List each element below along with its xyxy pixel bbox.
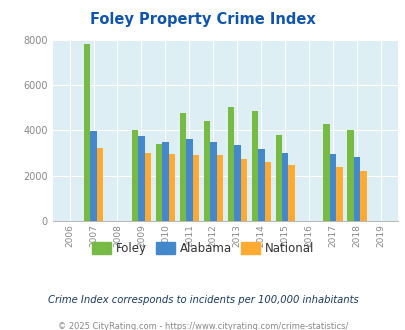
Bar — [258, 148, 264, 221]
Bar — [156, 144, 162, 221]
Bar — [162, 142, 168, 221]
Bar — [144, 152, 151, 221]
Bar — [210, 142, 216, 221]
Bar — [281, 153, 288, 221]
Bar — [83, 44, 90, 221]
Bar — [216, 155, 222, 221]
Bar — [227, 107, 234, 221]
Bar — [240, 159, 246, 221]
Bar — [192, 155, 198, 221]
Bar — [96, 148, 103, 221]
Bar — [185, 139, 192, 221]
Legend: Foley, Alabama, National: Foley, Alabama, National — [87, 237, 318, 260]
Bar — [203, 120, 210, 221]
Bar — [329, 154, 336, 221]
Bar — [288, 165, 294, 221]
Bar — [168, 154, 175, 221]
Text: Crime Index corresponds to incidents per 100,000 inhabitants: Crime Index corresponds to incidents per… — [47, 295, 358, 305]
Bar — [275, 135, 281, 221]
Bar — [323, 123, 329, 221]
Bar — [179, 113, 185, 221]
Bar — [353, 157, 360, 221]
Bar — [131, 130, 138, 221]
Bar — [264, 162, 270, 221]
Bar — [360, 171, 366, 221]
Text: © 2025 CityRating.com - https://www.cityrating.com/crime-statistics/: © 2025 CityRating.com - https://www.city… — [58, 322, 347, 330]
Bar — [90, 131, 96, 221]
Bar — [336, 167, 342, 221]
Bar — [347, 130, 353, 221]
Bar — [234, 145, 240, 221]
Bar — [251, 111, 258, 221]
Bar — [138, 136, 144, 221]
Text: Foley Property Crime Index: Foley Property Crime Index — [90, 12, 315, 26]
